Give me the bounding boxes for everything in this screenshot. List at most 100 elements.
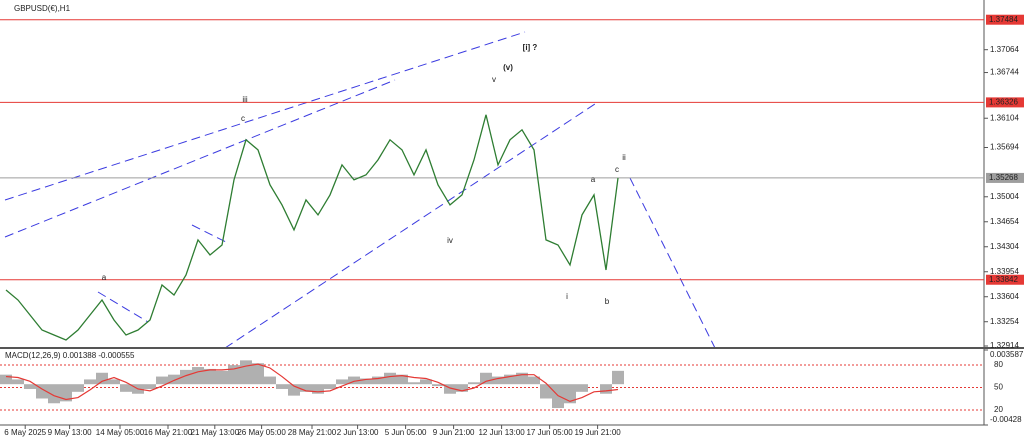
x-tick-label: 21 May 13:00 [191, 428, 240, 437]
price-line [5, 114, 619, 341]
projection-line [629, 177, 716, 349]
histogram-bar [60, 384, 72, 402]
trend-line [97, 291, 149, 323]
histogram-bar [384, 372, 396, 385]
x-tick-label: 9 Jun 21:00 [433, 428, 475, 437]
histogram-bar [468, 382, 480, 385]
wave-label: a [591, 175, 596, 184]
histogram-bar [372, 376, 384, 385]
level-label: 1.37484 [989, 15, 1018, 24]
wave-label: iv [447, 236, 453, 245]
y-tick-label: 1.34654 [990, 217, 1019, 226]
histogram-bar [288, 384, 300, 396]
histogram-bar [72, 384, 84, 392]
histogram-bar [36, 384, 48, 399]
histogram-bar [504, 374, 516, 385]
chart-title: GBPUSD(€),H1 [14, 4, 71, 13]
histogram-bar [300, 384, 312, 392]
trend-lines [4, 31, 716, 349]
x-tick-label: 6 May 2025 [4, 428, 46, 437]
y-tick-label: 1.32914 [990, 341, 1019, 350]
histogram-bar [564, 384, 576, 404]
histogram-bar [0, 374, 12, 385]
x-tick-label: 2 Jun 13:00 [337, 428, 379, 437]
x-tick-label: 9 May 13:00 [48, 428, 93, 437]
histogram-bar [576, 384, 588, 392]
y-tick-label: 1.36104 [990, 113, 1019, 122]
level-tag [986, 14, 1024, 25]
histogram-bar [528, 376, 540, 385]
y2-tick-label: 20 [994, 405, 1003, 414]
y-tick-label: 1.35694 [990, 143, 1019, 152]
histogram-bar [192, 367, 204, 385]
histogram-bar [480, 372, 492, 385]
y-tick-label: 1.37064 [990, 45, 1019, 54]
histogram-bar [276, 384, 288, 389]
histogram-bar [456, 384, 468, 392]
histogram-bar [120, 384, 132, 392]
histogram-bar [84, 379, 96, 385]
y-tick-label: -0.00428 [990, 415, 1022, 424]
histogram-bar [240, 360, 252, 385]
wave-label: ii [622, 153, 626, 162]
histogram-bar [492, 376, 504, 385]
wave-label: (v) [503, 63, 513, 72]
histogram-bar [540, 384, 552, 399]
wave-label: v [492, 75, 496, 84]
level-label: 1.35268 [989, 173, 1018, 182]
y2-tick-label: 50 [994, 383, 1003, 392]
macd-title: MACD(12,26,9) 0.001388 -0.000555 [5, 351, 135, 360]
wave-label: b [605, 297, 610, 306]
x-tick-label: 14 May 05:00 [96, 428, 145, 437]
histogram-bar [312, 384, 324, 394]
histogram-bar [612, 370, 624, 385]
y2-tick-label: 80 [994, 360, 1003, 369]
histogram-bar [12, 379, 24, 385]
histogram-bar [336, 379, 348, 385]
histogram-bar [360, 378, 372, 385]
level-label: 1.36326 [989, 97, 1018, 106]
x-tick-label: 28 May 21:00 [288, 428, 337, 437]
y-tick-label: 1.33604 [990, 292, 1019, 301]
y-tick-label: 1.33954 [990, 267, 1019, 276]
wave-label: c [241, 114, 245, 123]
x-tick-label: 5 Jun 05:00 [385, 428, 427, 437]
y-tick-label: 1.34304 [990, 242, 1019, 251]
x-tick-label: 26 May 05:00 [237, 428, 286, 437]
wave-label: [i] ? [523, 43, 538, 52]
trend-line [4, 31, 526, 201]
wave-label: c [615, 165, 619, 174]
level-tag [986, 172, 1024, 183]
histogram-bar [24, 384, 36, 389]
y-tick-label: 1.36744 [990, 68, 1019, 77]
histogram-bar [324, 384, 336, 389]
histogram-bar [48, 384, 60, 404]
y-tick-label: 1.35004 [990, 192, 1019, 201]
histogram-bar [420, 379, 432, 385]
x-tick-label: 19 Jun 21:00 [574, 428, 621, 437]
histogram-bar [516, 372, 528, 385]
trend-line [224, 101, 599, 349]
histogram-bar [144, 384, 156, 389]
histogram-bar [444, 384, 456, 394]
wave-label: iii [242, 95, 248, 104]
histogram-bar [432, 384, 444, 387]
wave-label: i [566, 292, 568, 301]
level-tag [986, 274, 1024, 285]
histogram-bar [264, 376, 276, 385]
histogram-bar [204, 368, 216, 385]
histogram-bar [168, 374, 180, 385]
x-tick-label: 12 Jun 13:00 [478, 428, 525, 437]
histogram-bar [600, 384, 612, 394]
histogram-bar [252, 363, 264, 385]
trend-line [4, 79, 396, 238]
level-label: 1.33842 [989, 275, 1018, 284]
histogram-bar [408, 382, 420, 385]
histogram-bar [180, 369, 192, 385]
wave-label: a [102, 273, 107, 282]
histogram-bar [96, 372, 108, 385]
histogram-bar [228, 365, 240, 385]
